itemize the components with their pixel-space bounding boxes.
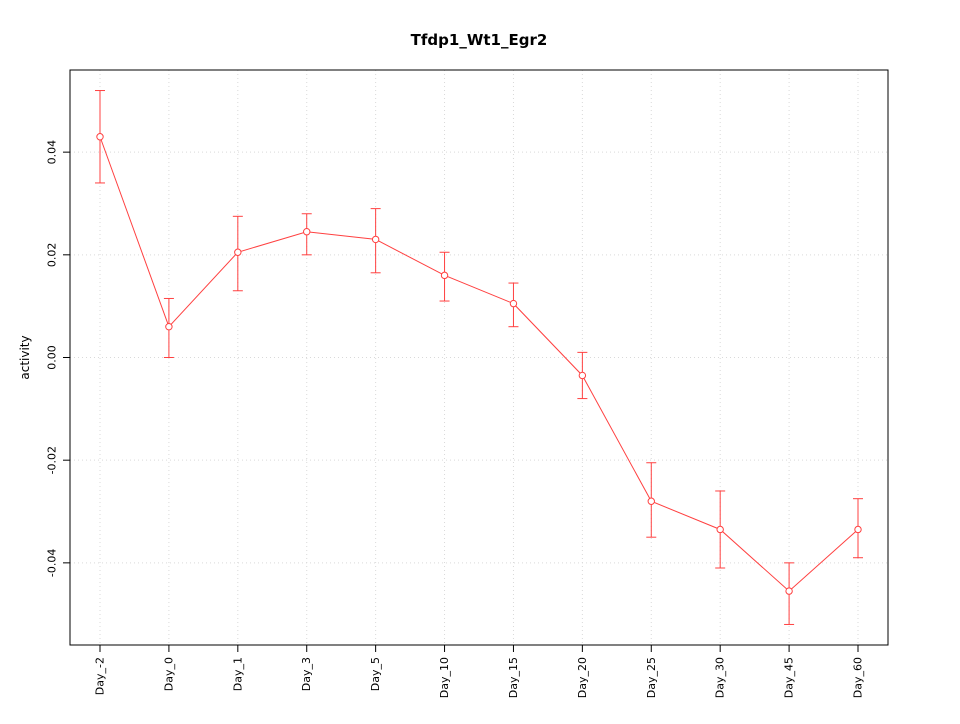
- x-tick-label: Day_25: [645, 657, 658, 698]
- x-tick-label: Day_1: [231, 657, 244, 691]
- data-point: [647, 497, 655, 505]
- x-tick-label: Day_30: [714, 657, 727, 698]
- chart-title: Tfdp1_Wt1_Egr2: [411, 31, 548, 49]
- data-point: [303, 228, 311, 236]
- y-axis-label: activity: [18, 335, 32, 379]
- x-tick-label: Day_60: [852, 657, 865, 698]
- x-tick-label: Day_45: [783, 657, 796, 698]
- y-tick-label: -0.04: [46, 549, 59, 577]
- data-point: [578, 371, 587, 380]
- y-tick-label: 0.04: [46, 140, 59, 165]
- data-point: [371, 235, 380, 244]
- x-tick-label: Day_10: [438, 657, 451, 698]
- x-tick-label: Day_0: [162, 657, 175, 691]
- y-tick-label: 0.00: [46, 345, 59, 370]
- x-tick-label: Day_20: [576, 657, 589, 698]
- data-point: [785, 587, 793, 595]
- series-line: [99, 136, 859, 592]
- x-tick-label: Day_15: [507, 657, 520, 698]
- data-point: [96, 133, 104, 141]
- data-point: [509, 299, 518, 308]
- data-point: [716, 525, 724, 534]
- y-tick-label: 0.02: [46, 243, 59, 267]
- data-point: [165, 322, 173, 331]
- x-tick-label: Day_-2: [94, 657, 107, 695]
- data-point: [854, 525, 862, 534]
- x-tick-label: Day_3: [300, 657, 313, 691]
- x-tick-label: Day_5: [369, 657, 382, 691]
- data-point: [234, 248, 242, 256]
- data-point: [440, 271, 449, 280]
- y-tick-label: -0.02: [46, 446, 59, 474]
